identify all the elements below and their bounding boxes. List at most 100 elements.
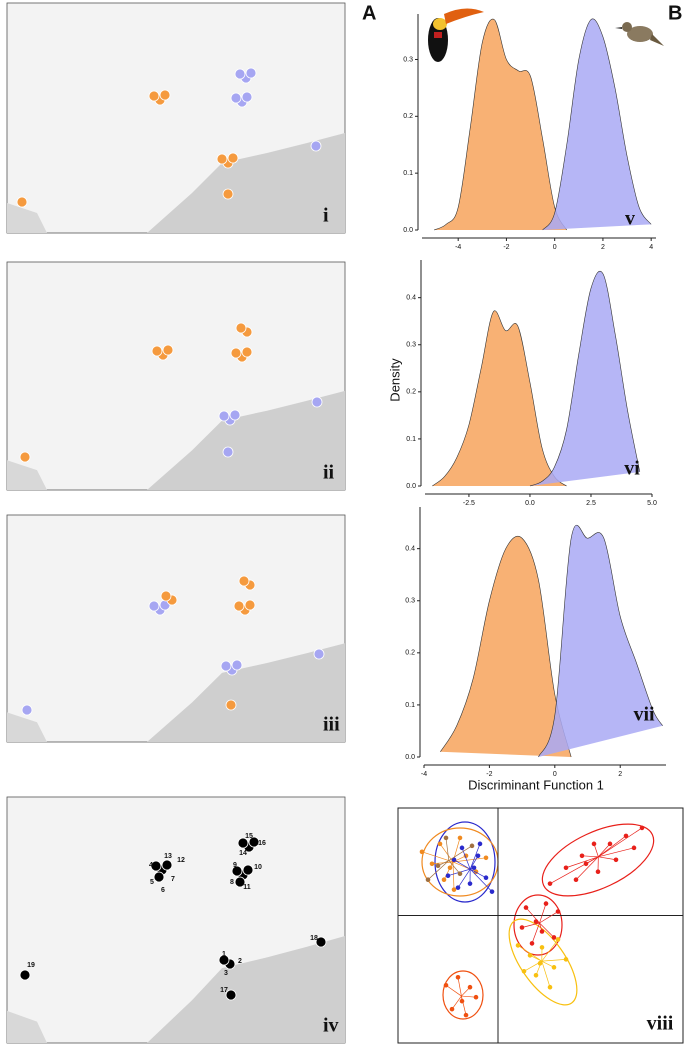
site-dot (310, 140, 322, 152)
x-tick-label: -2 (503, 244, 509, 251)
panel-label: viii (647, 1013, 674, 1035)
point (459, 998, 465, 1004)
site-dot (245, 67, 257, 79)
map-label: i (323, 205, 329, 227)
map-relief (7, 1010, 47, 1043)
y-tick-label: 0.4 (405, 546, 415, 553)
site-label: 9 (233, 862, 237, 869)
point (579, 853, 585, 859)
point (445, 873, 451, 879)
site-dot (313, 648, 325, 660)
point (547, 881, 553, 886)
map-relief (147, 390, 345, 490)
x-tick-label: -4 (455, 244, 461, 251)
spoke (521, 922, 540, 928)
site-dot (248, 836, 260, 848)
site-dot (19, 451, 31, 463)
site-label: 5 (150, 879, 154, 886)
y-tick-label: 0.0 (403, 227, 413, 234)
site-label: 15 (245, 833, 253, 840)
spoke (451, 995, 462, 1010)
site-dot (161, 859, 173, 871)
spoke (575, 856, 599, 880)
y-tick-label: 0.1 (403, 170, 413, 177)
point (435, 863, 441, 869)
y-tick-label: 0.3 (403, 56, 413, 63)
x-tick-label: 0 (553, 771, 557, 778)
site-dot (241, 346, 253, 358)
spoke (469, 855, 479, 870)
site-label: 1 (222, 951, 226, 958)
x-tick-label: -2 (486, 771, 492, 778)
x-axis-label: Discriminant Function 1 (468, 777, 604, 792)
panel-label: vii (633, 704, 655, 726)
site-dot (242, 864, 254, 876)
spoke (598, 856, 617, 861)
y-tick-label: 0.1 (405, 702, 415, 709)
spoke (427, 860, 450, 880)
site-dot (159, 89, 171, 101)
x-tick-label: 0 (553, 244, 557, 251)
point (447, 865, 453, 871)
y-tick-label: 0.0 (405, 754, 415, 761)
site-dot (162, 344, 174, 356)
y-tick-label: 0.4 (406, 295, 416, 302)
point (473, 994, 479, 1000)
point (543, 901, 549, 906)
x-tick-label: -2.5 (463, 500, 475, 507)
density-area (433, 18, 568, 231)
thrush-icon (615, 22, 664, 46)
point (443, 982, 449, 988)
site-dot (148, 90, 160, 102)
site-dot (241, 91, 253, 103)
point (591, 841, 597, 847)
site-label: 4 (149, 862, 153, 869)
point (483, 855, 489, 861)
point (555, 909, 561, 914)
spoke (531, 922, 540, 944)
site-dot (231, 659, 243, 671)
point (551, 935, 557, 940)
point (419, 849, 425, 855)
spoke (443, 861, 454, 880)
spoke (421, 851, 454, 863)
site-label: 10 (254, 864, 262, 871)
point (459, 845, 465, 851)
x-tick-label: 2 (601, 244, 605, 251)
point (451, 857, 457, 863)
map-label: ii (323, 462, 335, 484)
point (573, 877, 579, 882)
point (595, 869, 601, 875)
site-label: 18 (310, 935, 318, 942)
map-relief (7, 712, 47, 742)
point (555, 937, 561, 942)
map-relief (147, 643, 345, 742)
spoke (453, 859, 471, 870)
spoke (457, 868, 471, 888)
spoke (539, 922, 555, 938)
point (527, 953, 533, 958)
spoke (565, 856, 599, 869)
site-label: 12 (177, 857, 185, 864)
point (639, 825, 645, 831)
map-relief (147, 133, 345, 233)
point (471, 865, 477, 871)
panel-label: v (625, 208, 635, 230)
spoke (539, 903, 547, 924)
density-area (538, 524, 663, 758)
panel-letter: A (362, 2, 376, 24)
site-label: 13 (164, 853, 172, 860)
point (437, 841, 443, 847)
point (529, 941, 535, 946)
point (449, 1006, 455, 1012)
spoke (539, 911, 559, 924)
point (623, 833, 629, 839)
point (533, 919, 539, 924)
y-tick-label: 0.3 (406, 342, 416, 349)
spoke (598, 827, 643, 858)
x-tick-label: -4 (421, 771, 427, 778)
point (523, 905, 529, 910)
y-tick-label: 0.2 (406, 389, 416, 396)
panel-letter: B (668, 2, 682, 24)
